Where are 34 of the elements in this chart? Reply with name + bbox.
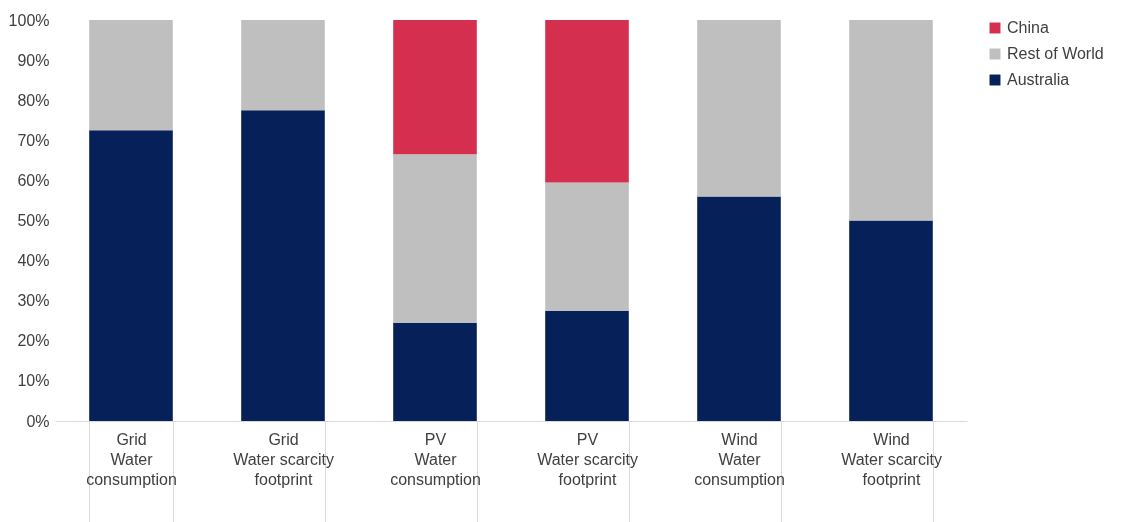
- legend-label: China: [1007, 19, 1049, 36]
- x-tick-label: PV Water scarcity footprint: [537, 430, 638, 488]
- bar: [545, 182, 629, 311]
- bar: [393, 154, 477, 323]
- y-tick-label: 40%: [17, 252, 50, 270]
- bar: [849, 20, 933, 221]
- y-tick-label: 30%: [17, 292, 50, 310]
- y-tick-label: 0%: [26, 412, 50, 430]
- bar: [697, 196, 781, 421]
- bar: [89, 20, 173, 131]
- legend-label: Rest of World: [1007, 45, 1104, 62]
- y-tick-label: 100%: [8, 11, 50, 29]
- y-tick-label: 80%: [17, 91, 50, 109]
- y-tick-label: 60%: [17, 171, 50, 189]
- bar: [545, 20, 629, 183]
- bar: [393, 20, 477, 155]
- bar: [241, 110, 325, 421]
- y-tick-label: 10%: [17, 372, 50, 390]
- y-tick-label: 50%: [17, 212, 50, 229]
- y-tick-label: 70%: [17, 131, 50, 149]
- bar: [241, 20, 325, 111]
- bar: [697, 20, 781, 197]
- bar: [393, 322, 477, 421]
- bar: [849, 220, 933, 421]
- x-tick-label: Wind Water consumption: [694, 430, 785, 488]
- bar: [89, 130, 173, 421]
- x-tick-label: Wind Water scarcity footprint: [841, 430, 942, 488]
- x-tick-label: Grid Water consumption: [86, 430, 177, 488]
- y-tick-label: 20%: [17, 332, 50, 350]
- legend-label: Australia: [1007, 71, 1070, 88]
- x-tick-label: PV Water consumption: [390, 430, 481, 488]
- x-tick-label: Grid Water scarcity footprint: [233, 430, 334, 488]
- bar: [545, 310, 629, 421]
- y-tick-label: 90%: [17, 51, 50, 69]
